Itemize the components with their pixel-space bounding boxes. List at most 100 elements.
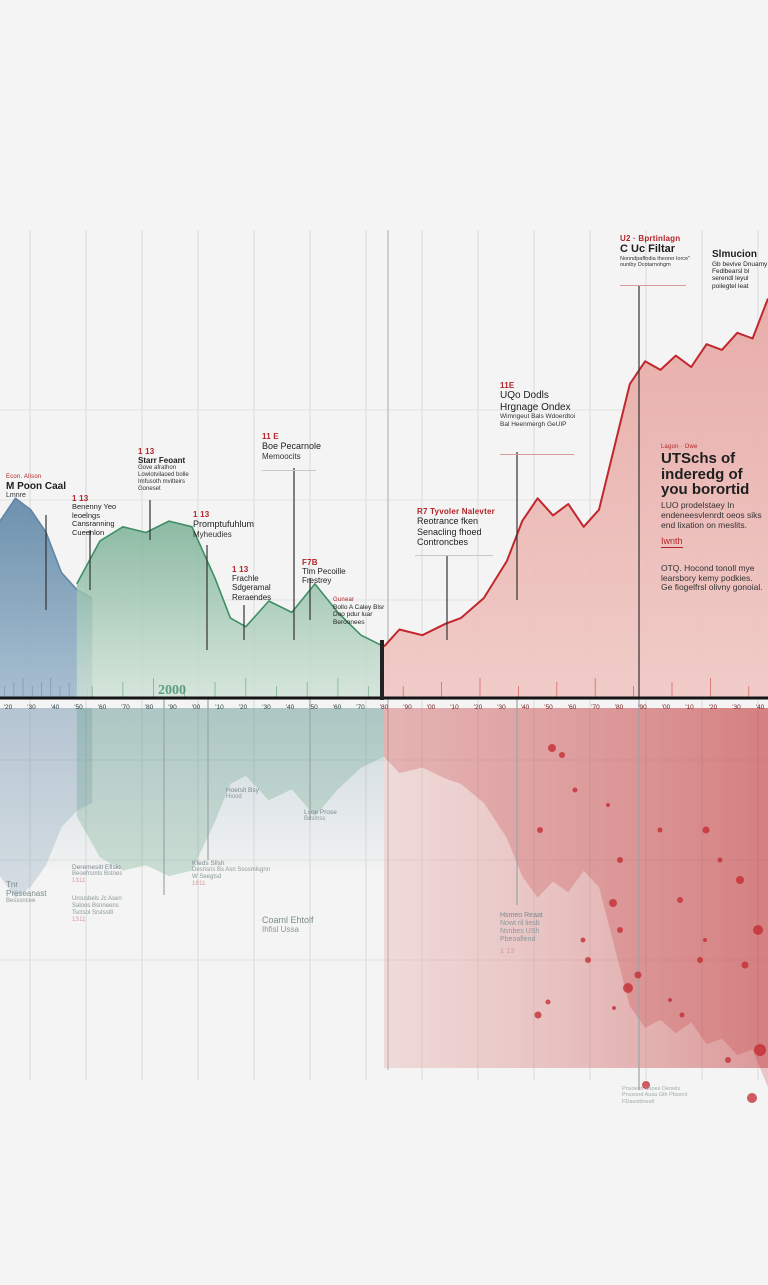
- x-tick-label: '50: [544, 704, 553, 711]
- splatter-dot: [642, 1081, 650, 1089]
- annotation-body: Benenny Yeo leoelngs Cansranning Cueenlo…: [72, 502, 117, 538]
- annotation-title: Frachle: [232, 574, 259, 584]
- reflection-annotation-r4: Kfeds Sllsh Desnsns Bs Asn Ssosmlsgnn W …: [192, 860, 272, 888]
- ink-splatter: [534, 744, 766, 1103]
- splatter-dot: [617, 857, 623, 863]
- reflection-area: [76, 708, 385, 877]
- splatter-dot: [725, 1057, 731, 1063]
- annotation-tag: 11 E: [262, 432, 279, 441]
- splatter-dot: [537, 827, 543, 833]
- annotation-tag: F7B: [302, 558, 318, 567]
- x-tick-label: '90: [403, 704, 412, 711]
- annotation-a7: F7B Tlm Pecoille Frestrey: [302, 558, 354, 586]
- annotation-body: Gove afrathon Lowlotvilaoed bolle Imfuso…: [138, 465, 189, 493]
- annotation-a12: Slmucion Gb bevive Dnuamy Fedlbearsl bl …: [712, 249, 768, 290]
- annotation-title: Hoetslt Bsy: [226, 787, 259, 794]
- annotation-tag: 1 13: [138, 447, 155, 456]
- x-tick-label: '40: [51, 704, 60, 711]
- splatter-dot: [679, 1012, 685, 1018]
- splatter-dot: [612, 1006, 616, 1010]
- x-tick-label: '00: [662, 704, 671, 711]
- annotation-title: Tlm Pecoille: [302, 567, 346, 577]
- x-tick-label: '30: [732, 704, 741, 711]
- splatter-dot: [736, 876, 744, 884]
- x-tick-label: '60: [333, 704, 342, 711]
- annotation-a1: Econ. Alison M Poon Caal Lmnre: [6, 474, 76, 500]
- annotation-a2: 1 13 Benenny Yeo leoelngs Cansranning Cu…: [72, 494, 132, 538]
- splatter-dot: [580, 937, 586, 943]
- annotation-body: Urousbels Jc Asen Saloos Bsnneens Tsctso…: [72, 896, 122, 916]
- reflection-annotation-r3: Urousbels Jc Asen Saloos Bsnneens Tsctso…: [72, 896, 124, 924]
- x-tick-label: '60: [98, 704, 107, 711]
- annotation-title: UQo Dodls Hrgnage Ondex: [500, 390, 571, 413]
- annotation-body: Sdgeramal Reraendes: [232, 583, 272, 602]
- x-tick-label: '50: [74, 704, 83, 711]
- annotation-title: Lsoe Prose: [304, 809, 337, 816]
- annotation-tag: U2 · Bprtinlagn: [620, 234, 681, 243]
- splatter-dot: [617, 927, 623, 933]
- x-tick-label: '00: [192, 704, 201, 711]
- splatter-dot: [677, 897, 683, 903]
- annotation-rule: [262, 470, 316, 471]
- x-tick-label: '80: [615, 704, 624, 711]
- x-tick-label: '40: [521, 704, 530, 711]
- series-line-red-era: [383, 298, 768, 648]
- annotation-title: Slmucion: [712, 249, 758, 260]
- splatter-dot: [572, 787, 578, 793]
- x-tick-label: '20: [4, 704, 13, 711]
- reflection-annotation-r1: Tnr Preseanast Besssncee: [6, 880, 56, 905]
- annotation-a9: R7 Tyvoler Nalevter Reotrance fken Senac…: [417, 507, 497, 547]
- annotation-title: Coaml Ehtolf: [262, 915, 314, 925]
- reflection-annotation-r7: Coaml Ehtolf Ihfisl Ussa: [262, 915, 332, 935]
- annotation-title: Hsmeo Reaat: [500, 912, 543, 919]
- splatter-dot: [668, 998, 672, 1002]
- annotation-body: Besssncee: [6, 898, 36, 905]
- annotation-a5: 11 E Boe Pecarnole Memoocits: [262, 432, 332, 461]
- annotation-tag: R7 Tyvoler Nalevter: [417, 507, 495, 516]
- x-axis: '20 '30 '40 '50 '60 '70 '80 '90 '00 '10 '20 '30 '40 '…: [0, 640, 768, 711]
- x-tick-label: '70: [591, 704, 600, 711]
- x-tick-label: '30: [27, 704, 36, 711]
- reflection-wash-red: [384, 708, 768, 1068]
- annotation-title: Kfeds Sllsh: [192, 860, 225, 867]
- x-tick-label: '30: [262, 704, 271, 711]
- reflection-layer: [0, 708, 768, 1088]
- annotation-title: Pnsoesn Dsoes Denwls: [622, 1086, 681, 1092]
- splatter-dot: [657, 827, 663, 833]
- x-tick-label: '00: [427, 704, 436, 711]
- annotation-rule: [500, 454, 574, 455]
- annotation-body: Lmnre: [6, 492, 26, 500]
- annotation-body: Bollo A Caley Blsr Doo pdur luar Beroone…: [333, 603, 385, 626]
- annotation-body: Gb bevive Dnuamy Fedlbearsl bl serendl l…: [712, 260, 768, 290]
- x-tick-label: '50: [309, 704, 318, 711]
- annotation-tag: Lagon · Owe: [661, 444, 698, 450]
- annotation-tag: 1 13: [193, 510, 210, 519]
- annotation-leaders: [45, 285, 640, 1090]
- x-tick-label: '80: [380, 704, 389, 711]
- splatter-dot: [534, 1011, 542, 1019]
- series-area-green-era: [76, 521, 385, 698]
- reflection-wash-blue: [0, 708, 384, 868]
- splatter-dot: [697, 957, 703, 963]
- annotation-title: Boe Pecarnole: [262, 441, 322, 452]
- annotation-a11: U2 · Bprtinlagn C Uc Filtar Nonndpaffodi…: [620, 234, 692, 268]
- x-tick-label: '40: [756, 704, 765, 711]
- annotation-tag: 1 13: [72, 494, 89, 503]
- annotation-body: Memoocits: [262, 451, 301, 461]
- annotation-a4: 1 13 Promptufuhlum Myheudies: [193, 510, 263, 539]
- x-tick-label: '20: [474, 704, 483, 711]
- x-tick-label: '90: [638, 704, 647, 711]
- annotation-a10: 11E UQo Dodls Hrgnage Ondex Wimngeut Bal…: [500, 381, 578, 428]
- x-tick-label: '90: [168, 704, 177, 711]
- annotation-body: Nowt ril liesb Nsnbes USh Pbeoaflend: [500, 920, 540, 944]
- splatter-dot: [606, 803, 610, 807]
- annotation-title: Tnr Preseanast: [6, 880, 47, 899]
- annotation-accent: Iwnth: [661, 536, 683, 548]
- splatter-dot: [559, 752, 565, 758]
- annotation-a8: Gunear Bollo A Caley Blsr Doo pdur luar …: [333, 597, 395, 626]
- x-tick-label: '60: [568, 704, 577, 711]
- reflection-annotation-r2: Deremesitl Eflsio Beoefrsmts Bstnes 1311: [72, 864, 132, 885]
- annotation-body: Pnssond Ausa Gth Pbssrnl FDaesblnestl: [622, 1092, 688, 1105]
- annotation-title: Promptufuhlum: [193, 519, 255, 530]
